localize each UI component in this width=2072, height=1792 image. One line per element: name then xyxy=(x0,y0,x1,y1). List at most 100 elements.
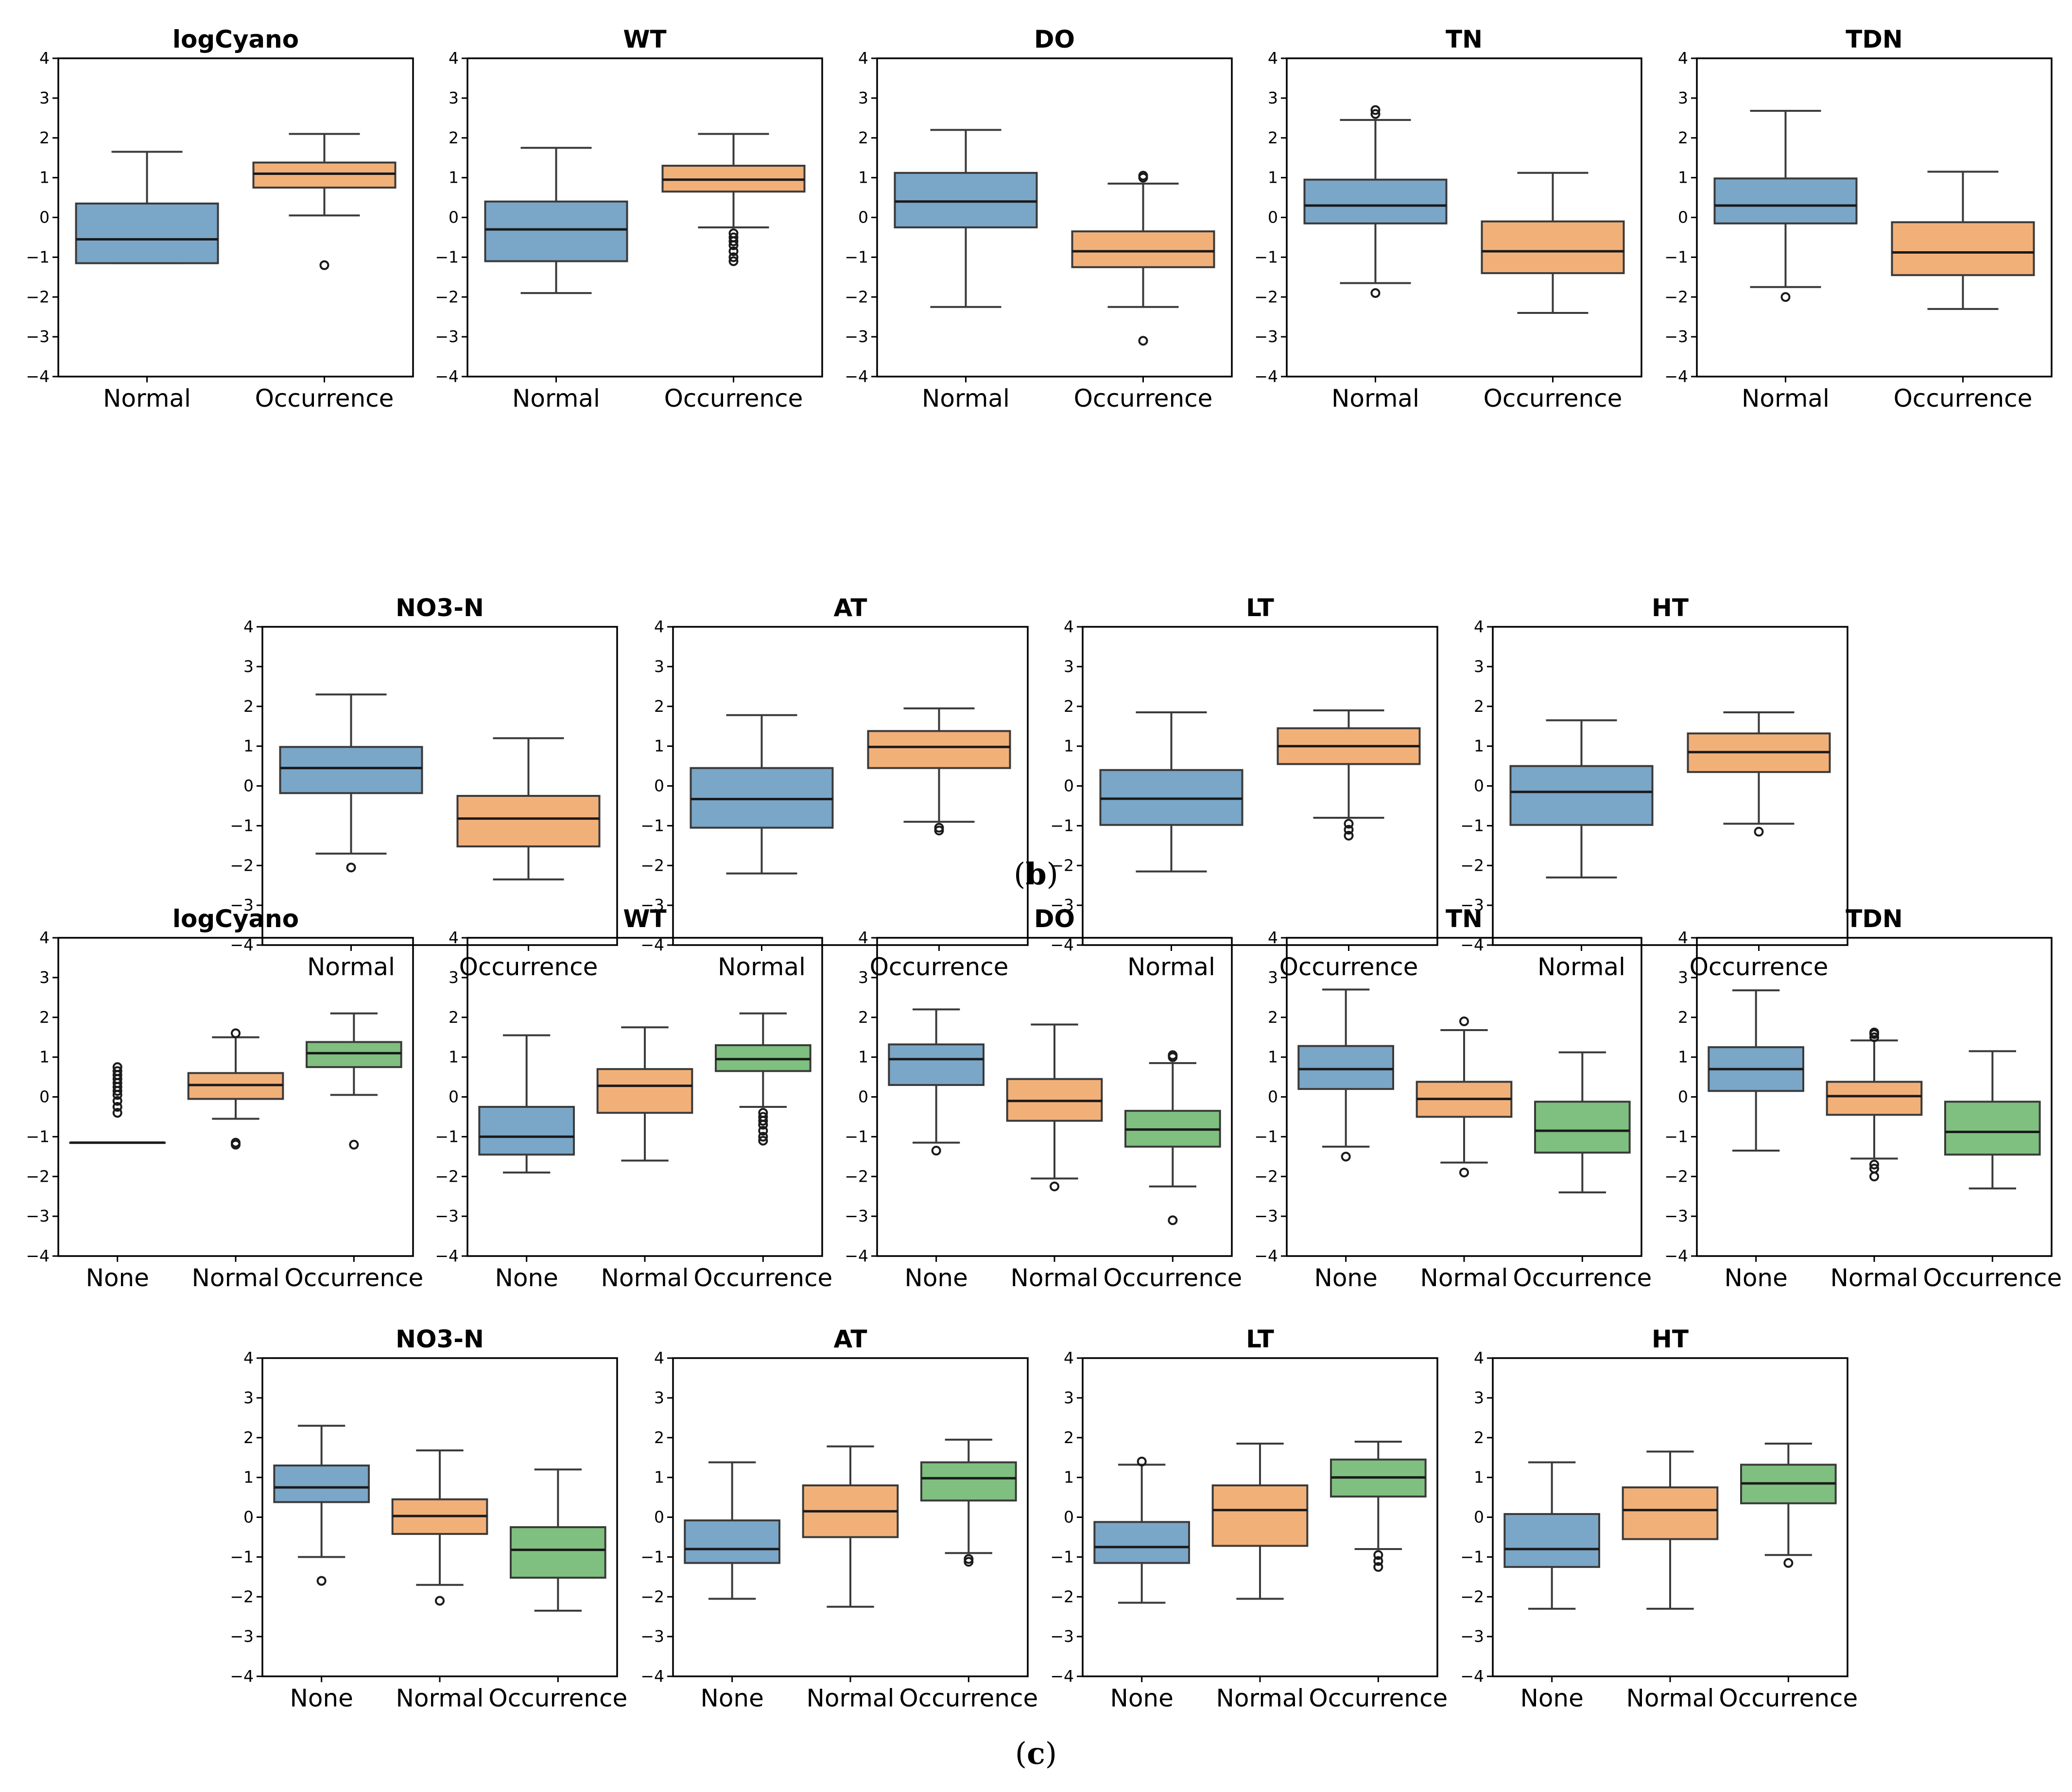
outlier-point xyxy=(1783,1558,1794,1568)
box-occurrence xyxy=(1124,1050,1221,1225)
x-category-label: None xyxy=(904,1264,967,1292)
y-tick-label: −3 xyxy=(1664,327,1688,346)
axes-frame xyxy=(1082,626,1438,946)
y-tick-label: 3 xyxy=(1678,968,1688,987)
y-tick-label: 2 xyxy=(858,1008,868,1027)
y-tick-label: 2 xyxy=(654,697,664,716)
y-tick-label: −4 xyxy=(640,1667,664,1686)
axes-frame xyxy=(261,626,618,946)
x-category-label: Normal xyxy=(601,1264,689,1292)
outlier-point xyxy=(1137,1456,1147,1466)
y-tick-label: −1 xyxy=(1460,1547,1484,1566)
x-category-label: Occurrence xyxy=(255,384,394,413)
outlier-point xyxy=(1459,1016,1469,1026)
box-normal xyxy=(802,1445,899,1608)
box-normal xyxy=(894,129,1038,308)
y-tick-label: 3 xyxy=(449,88,459,107)
x-category-label: Occurrence xyxy=(1484,384,1623,413)
y-tick-label: −1 xyxy=(640,1547,664,1566)
panel-b-tn: TN 4 3 2 1 0 −1 −2 −3 −4 Normal Occurrence xyxy=(1254,25,1642,413)
panel-title: DO xyxy=(1034,905,1075,933)
iqr-box xyxy=(1211,1484,1309,1547)
y-tick-label: 3 xyxy=(654,1388,664,1407)
outlier-point xyxy=(728,246,739,257)
outlier-point xyxy=(319,260,329,270)
outlier-point xyxy=(231,1028,241,1038)
box-occurrence xyxy=(867,707,1011,836)
iqr-box xyxy=(1297,1045,1394,1090)
axes-frame xyxy=(57,57,414,378)
x-category-label: Occurrence xyxy=(459,953,598,981)
outlier-point xyxy=(1344,825,1354,835)
y-tick-label: −3 xyxy=(1460,896,1484,914)
panel-title: NO3-N xyxy=(396,1325,484,1353)
y-tick-label: −3 xyxy=(230,1627,254,1646)
y-tick-label: 4 xyxy=(243,617,254,636)
box-none xyxy=(1708,989,1804,1152)
y-tick-label: −4 xyxy=(1254,1246,1278,1265)
iqr-box xyxy=(888,1043,985,1086)
iqr-box xyxy=(867,730,1011,769)
x-category-label: Occurrence xyxy=(1279,953,1418,981)
box-occurrence xyxy=(715,1012,812,1146)
outlier-point xyxy=(1780,292,1791,302)
box-normal xyxy=(1099,711,1243,873)
y-tick-label: 0 xyxy=(1678,208,1688,227)
y-tick-label: −2 xyxy=(230,1587,254,1606)
outlier-point xyxy=(1459,1168,1469,1178)
outlier-point xyxy=(112,1090,122,1100)
y-tick-label: 3 xyxy=(39,88,50,107)
y-tick-label: 1 xyxy=(243,1468,254,1487)
axes-frame xyxy=(466,57,823,378)
outlier-point xyxy=(758,1116,768,1126)
panel-b-tdn: TDN 4 3 2 1 0 −1 −2 −3 −4 Normal Occurrence xyxy=(1664,25,2053,413)
panel-title: logCyano xyxy=(173,905,299,933)
panel-title: AT xyxy=(834,594,867,622)
y-tick-label: −3 xyxy=(1254,327,1278,346)
panel-title: NO3-N xyxy=(396,594,484,622)
y-tick-label: 1 xyxy=(858,1048,868,1067)
box-normal xyxy=(1006,1023,1103,1191)
y-tick-label: 0 xyxy=(1064,1508,1074,1527)
x-category-label: Normal xyxy=(1742,384,1830,413)
axes-frame xyxy=(876,57,1233,378)
panel-title: TN xyxy=(1446,25,1483,53)
iqr-box xyxy=(1622,1486,1719,1540)
y-tick-label: −4 xyxy=(26,367,50,386)
outlier-point xyxy=(728,236,739,246)
y-tick-label: 0 xyxy=(243,1508,254,1527)
box-normal xyxy=(1211,1443,1309,1600)
y-tick-label: 4 xyxy=(1678,928,1688,947)
y-tick-label: 0 xyxy=(1678,1087,1688,1106)
y-tick-label: 0 xyxy=(1474,1508,1484,1527)
axes-frame xyxy=(57,937,414,1257)
box-normal xyxy=(279,693,423,873)
box-occurrence xyxy=(1891,171,2035,310)
y-tick-label: −3 xyxy=(845,1206,868,1225)
x-category-label: None xyxy=(1314,1264,1377,1292)
iqr-box xyxy=(684,1519,781,1564)
box-normal xyxy=(1826,1027,1923,1182)
panel-title: HT xyxy=(1652,1325,1689,1353)
y-tick-label: 4 xyxy=(449,928,459,947)
y-tick-label: 3 xyxy=(654,657,664,676)
y-tick-label: −2 xyxy=(1664,1167,1688,1186)
y-tick-label: −3 xyxy=(640,896,664,914)
y-tick-label: 4 xyxy=(39,49,50,68)
y-tick-label: −1 xyxy=(1664,1127,1688,1146)
x-category-label: Occurrence xyxy=(1894,384,2033,413)
y-tick-label: −4 xyxy=(1460,1667,1484,1686)
outlier-point xyxy=(1869,1172,1879,1182)
y-tick-label: −4 xyxy=(845,1246,868,1265)
x-category-label: Normal xyxy=(512,384,600,413)
x-category-label: Normal xyxy=(922,384,1010,413)
x-category-label: Occurrence xyxy=(1690,953,1829,981)
x-category-label: Normal xyxy=(1216,1684,1304,1712)
outlier-point xyxy=(1344,819,1354,829)
iqr-box xyxy=(894,172,1038,228)
box-normal xyxy=(187,1028,284,1150)
iqr-box xyxy=(478,1105,575,1156)
iqr-box xyxy=(1891,221,2035,276)
